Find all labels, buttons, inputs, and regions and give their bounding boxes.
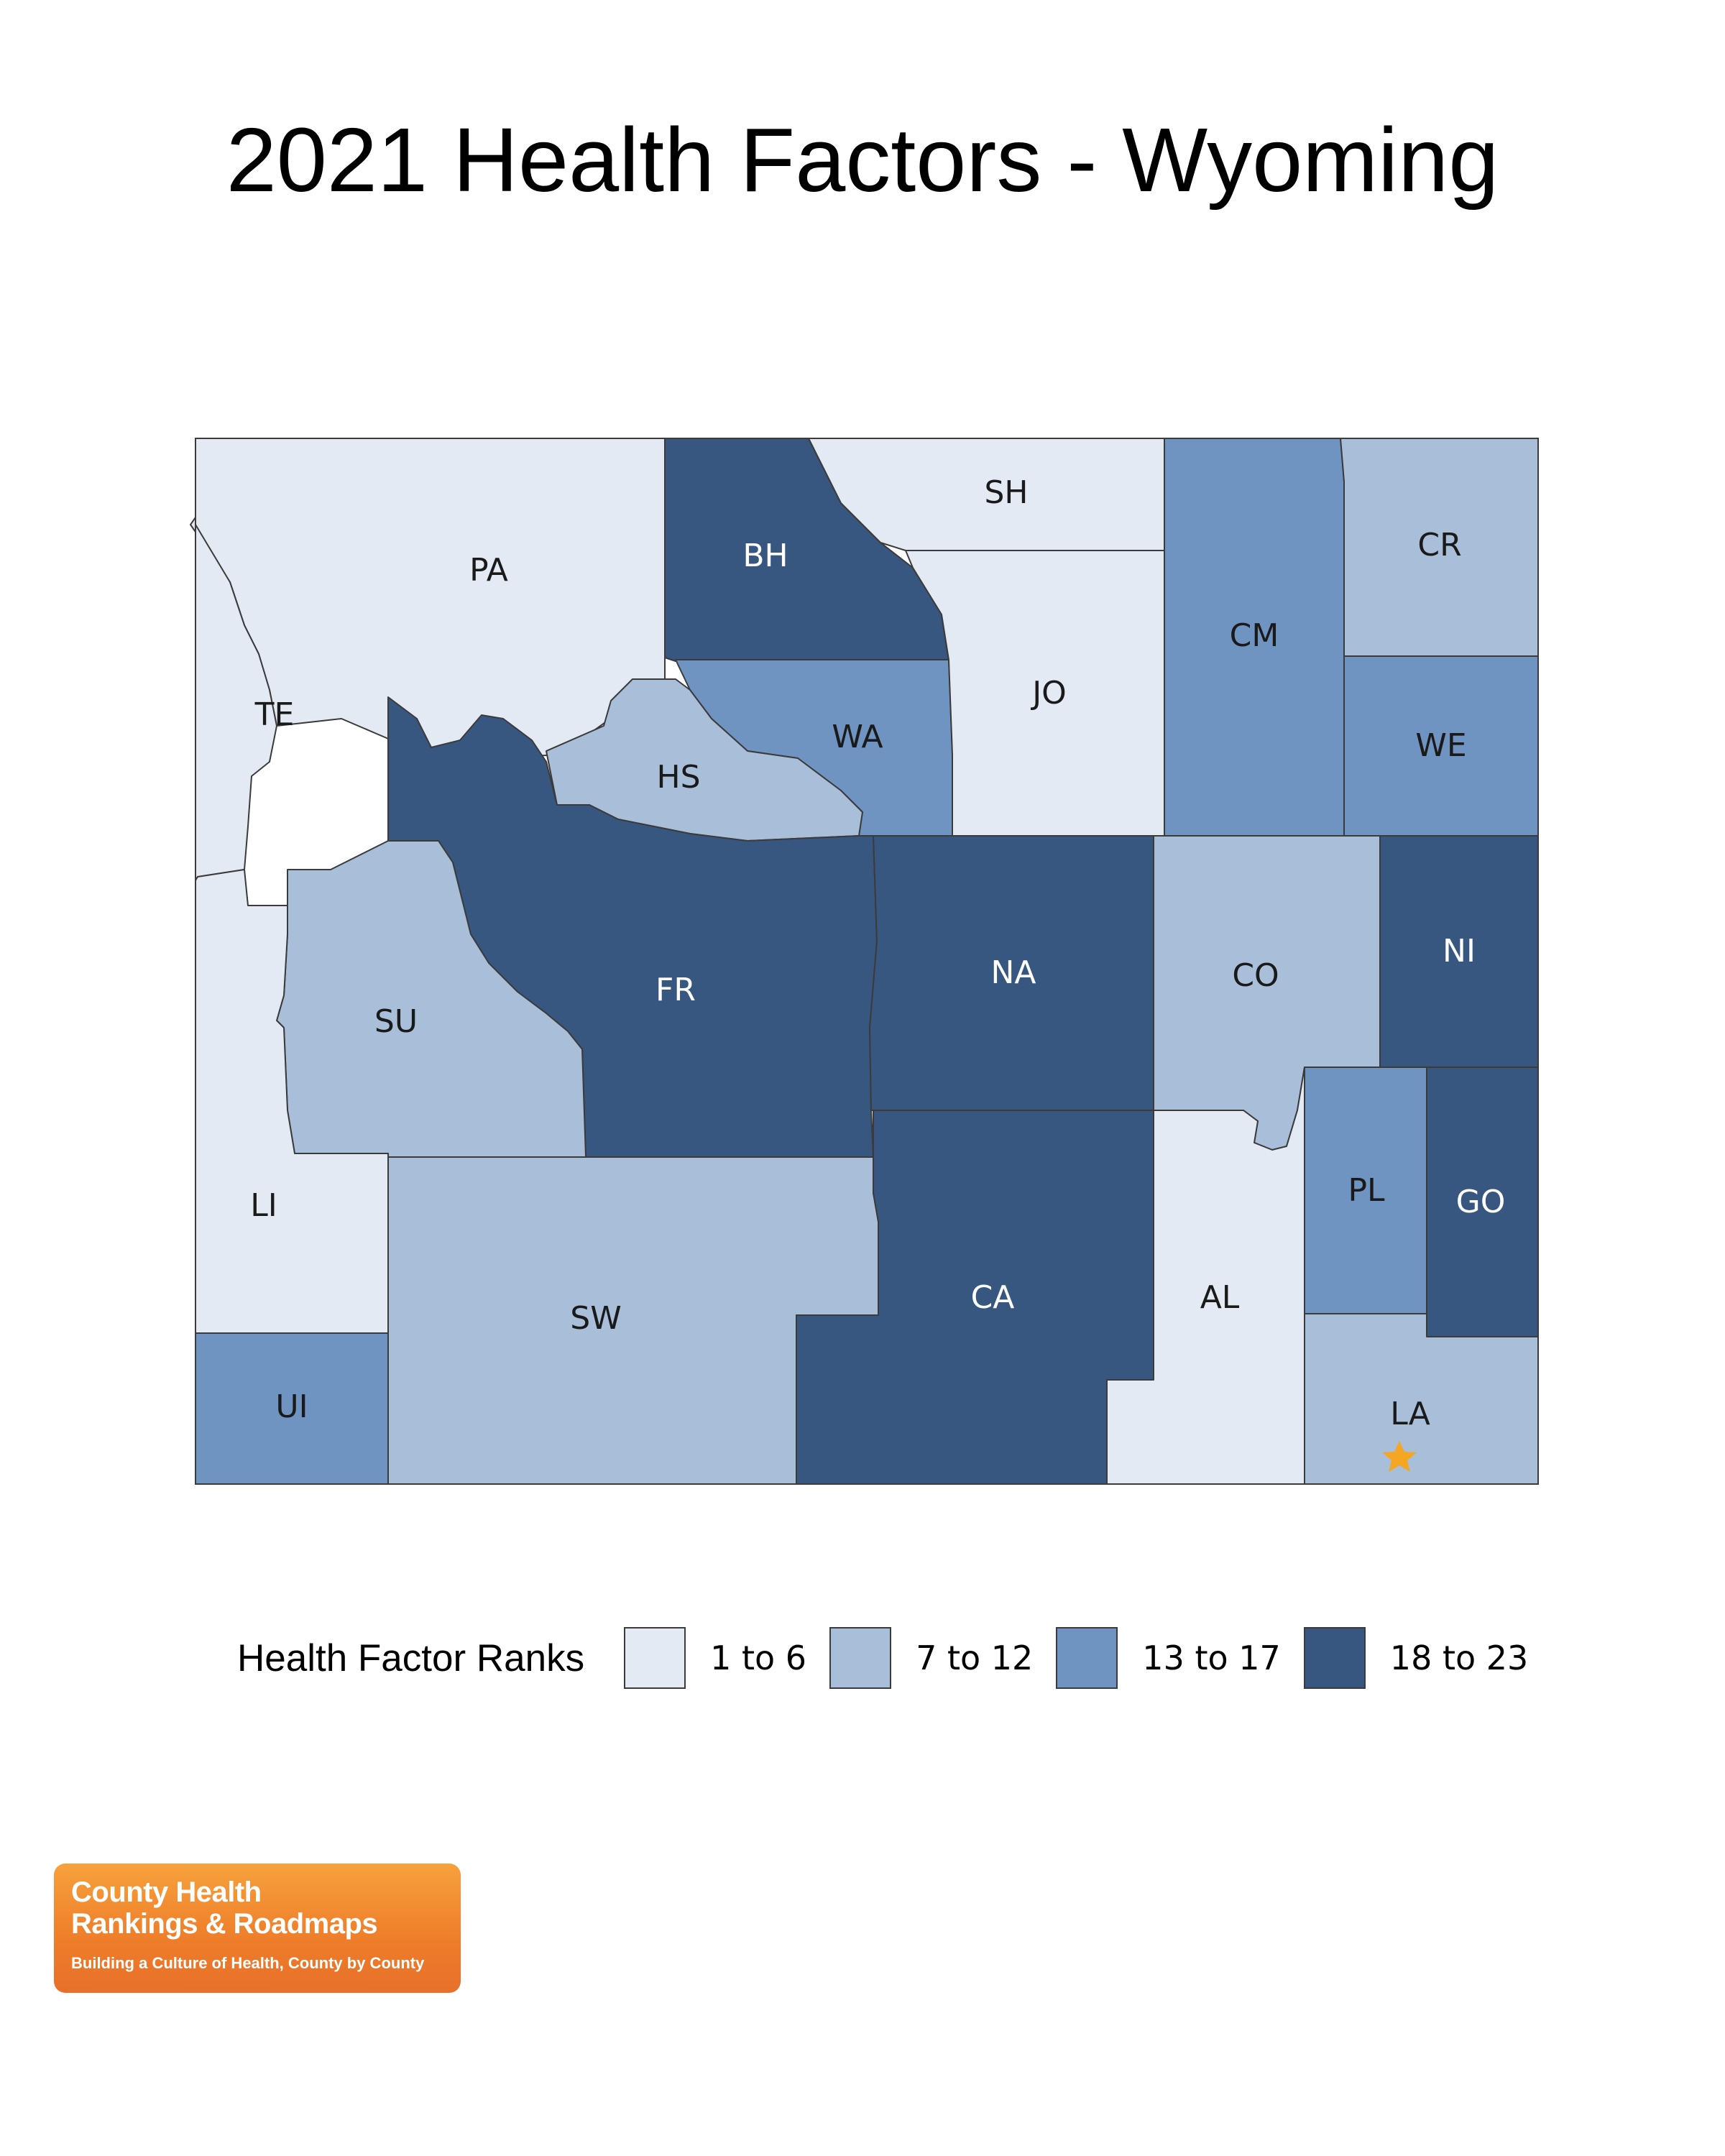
legend-label: 18 to 23 (1389, 1639, 1529, 1677)
legend-label: 1 to 6 (710, 1639, 807, 1677)
legend-swatch (829, 1627, 892, 1689)
county-label-te: TE (254, 696, 295, 733)
legend-item: 18 to 23 (1303, 1627, 1529, 1689)
county-label-cr: CR (1417, 527, 1461, 563)
county-label-hs: HS (656, 759, 700, 796)
county-label-li: LI (250, 1187, 277, 1224)
legend-label: 13 to 17 (1142, 1639, 1281, 1677)
logo-tagline: Building a Culture of Health, County by … (71, 1954, 425, 1972)
county-label-su: SU (374, 1003, 418, 1040)
county-label-ca: CA (971, 1279, 1015, 1316)
county-label-sw: SW (570, 1300, 621, 1337)
county-label-go: GO (1456, 1184, 1506, 1220)
county-label-ni: NI (1443, 933, 1476, 969)
county-label-pa: PA (469, 552, 508, 589)
county-label-al: AL (1200, 1279, 1240, 1316)
legend-item: 1 to 6 (624, 1627, 806, 1689)
county-label-pl: PL (1348, 1172, 1385, 1209)
map-title: 2021 Health Factors - Wyoming (226, 109, 1499, 211)
legend-swatch (624, 1627, 686, 1689)
legend-label: 7 to 12 (916, 1639, 1034, 1677)
county-label-jo: JO (1030, 675, 1067, 711)
star-icon (1382, 1441, 1417, 1472)
county-label-cm: CM (1230, 617, 1279, 654)
logo-line1: County Health (71, 1876, 262, 1908)
legend-item: 7 to 12 (829, 1627, 1033, 1689)
county-al (1106, 1067, 1305, 1485)
county-label-bh: BH (742, 538, 788, 574)
legend-swatch (1056, 1627, 1118, 1689)
county-label-la: LA (1390, 1396, 1430, 1432)
county-label-fr: FR (656, 972, 696, 1008)
county-label-na: NA (990, 954, 1036, 991)
county-label-co: CO (1232, 957, 1279, 994)
legend-item: 13 to 17 (1056, 1627, 1281, 1689)
county-label-wa: WA (832, 719, 883, 755)
county-jo (905, 550, 1165, 837)
county-label-we: WE (1415, 727, 1466, 764)
legend-swatch (1303, 1627, 1366, 1689)
county-label-sh: SH (984, 474, 1028, 511)
logo-line2: Rankings & Roadmaps (71, 1908, 378, 1940)
legend: Health Factor Ranks 1 to 6 7 to 12 13 to… (237, 1626, 1551, 1690)
state-border (195, 438, 1539, 1485)
county-label-ui: UI (275, 1388, 308, 1425)
legend-title: Health Factor Ranks (237, 1636, 585, 1680)
county-health-rankings-logo: County Health Rankings & Roadmaps Buildi… (54, 1864, 461, 1993)
